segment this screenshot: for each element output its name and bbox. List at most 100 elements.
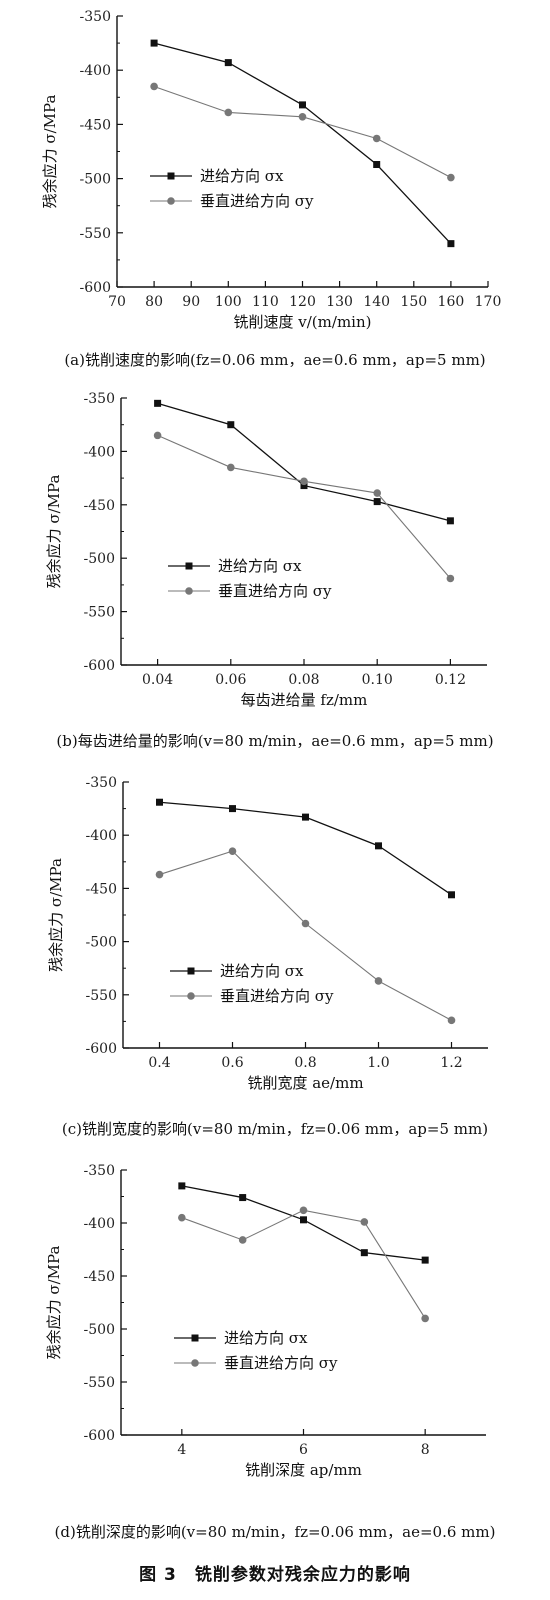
y-tick-label: -600 bbox=[84, 658, 115, 674]
data-point bbox=[372, 134, 381, 143]
y-tick-label: -500 bbox=[84, 1322, 115, 1338]
x-tick-label: 110 bbox=[252, 294, 279, 310]
data-point bbox=[300, 477, 308, 486]
data-point bbox=[373, 161, 381, 169]
legend-label: 进给方向 σx bbox=[224, 1329, 308, 1347]
x-tick-label: 1.2 bbox=[440, 1055, 462, 1071]
y-tick-label: -550 bbox=[84, 1375, 115, 1391]
x-tick-label: 140 bbox=[363, 294, 390, 310]
y-tick-label: -400 bbox=[86, 828, 117, 844]
data-point bbox=[155, 870, 164, 879]
data-point bbox=[299, 101, 306, 109]
x-tick-label: 0.6 bbox=[221, 1055, 243, 1071]
series-line bbox=[153, 42, 452, 245]
caption-a: (a)铣削速度的影响(fz=0.06 mm，ae=0.6 mm，ap=5 mm) bbox=[64, 351, 486, 369]
data-point bbox=[375, 842, 382, 850]
y-tick-label: -350 bbox=[80, 9, 111, 25]
chart-panel-a: -350 -400 -450 -500 -550 -600 70 80 90 100 110 120 1… bbox=[0, 0, 550, 380]
x-tick-label: 170 bbox=[475, 294, 502, 310]
legend-label: 垂直进给方向 σy bbox=[218, 582, 332, 600]
legend-marker bbox=[167, 172, 175, 180]
data-point bbox=[227, 463, 235, 472]
legend-marker bbox=[167, 197, 175, 205]
y-tick-label: -450 bbox=[84, 1269, 115, 1285]
x-tick-label: 100 bbox=[215, 294, 242, 310]
data-point bbox=[447, 240, 455, 248]
data-point bbox=[421, 1314, 429, 1323]
y-tick-label: -350 bbox=[84, 391, 115, 407]
chart-c: -350 -400 -450 -500 -550 -600 0.4 0.6 0.8 1.0 1.2 铣… bbox=[47, 775, 488, 1092]
y-axis-label: 残余应力 σ/MPa bbox=[47, 858, 65, 972]
data-point bbox=[229, 805, 236, 813]
y-axis-label: 残余应力 σ/MPa bbox=[45, 475, 63, 589]
data-point bbox=[448, 891, 455, 899]
series-line bbox=[157, 402, 451, 522]
y-tick-label: -550 bbox=[80, 226, 111, 242]
data-point bbox=[300, 482, 308, 490]
y-tick-label: -550 bbox=[84, 605, 115, 621]
x-tick-label: 80 bbox=[145, 294, 163, 310]
x-tick-label: 120 bbox=[289, 294, 316, 310]
data-point bbox=[302, 813, 309, 821]
legend-marker bbox=[185, 587, 193, 595]
data-point bbox=[446, 574, 455, 583]
legend-marker bbox=[187, 992, 195, 1000]
data-point bbox=[224, 108, 233, 117]
legend-label: 垂直进给方向 σy bbox=[224, 1354, 338, 1372]
data-point bbox=[373, 498, 381, 506]
y-tick-label: -500 bbox=[80, 172, 111, 188]
legend-marker bbox=[187, 967, 195, 975]
y-tick-label: -450 bbox=[86, 881, 117, 897]
x-tick-label: 0.08 bbox=[288, 672, 319, 688]
data-point bbox=[299, 1206, 308, 1215]
chart-d: -350 -400 -450 -500 -550 -600 4 6 8 铣削深度 ap/mm 残余应… bbox=[45, 1163, 486, 1479]
y-axis-label: 残余应力 σ/MPa bbox=[41, 95, 59, 209]
data-point bbox=[150, 82, 158, 91]
legend-marker bbox=[191, 1334, 199, 1342]
legend-marker bbox=[191, 1359, 199, 1367]
y-tick-label: -550 bbox=[86, 988, 117, 1004]
x-axis-label: 铣削深度 ap/mm bbox=[245, 1461, 362, 1479]
legend-marker bbox=[185, 562, 193, 570]
data-point bbox=[156, 798, 163, 806]
x-tick-label: 6 bbox=[299, 1442, 308, 1458]
data-point bbox=[238, 1236, 247, 1244]
x-tick-label: 0.06 bbox=[215, 672, 246, 688]
legend-label: 垂直进给方向 σy bbox=[220, 987, 334, 1005]
figure-title: 图 3 铣削参数对残余应力的影响 bbox=[139, 1565, 411, 1585]
data-point bbox=[154, 399, 162, 407]
x-tick-label: 0.4 bbox=[148, 1055, 170, 1071]
x-tick-label: 90 bbox=[182, 294, 200, 310]
legend-label: 进给方向 σx bbox=[200, 167, 284, 185]
y-tick-label: -600 bbox=[80, 280, 111, 296]
x-axis-label: 铣削宽度 ae/mm bbox=[247, 1074, 363, 1092]
data-point bbox=[150, 39, 158, 47]
x-tick-label: 8 bbox=[421, 1442, 430, 1458]
y-tick-label: -350 bbox=[86, 775, 117, 791]
x-axis-label: 铣削速度 v/(m/min) bbox=[234, 313, 372, 331]
y-tick-label: -500 bbox=[84, 551, 115, 567]
chart-b: -350 -400 -450 -500 -550 -600 0.04 0.06 0.08 0.10… bbox=[45, 391, 487, 709]
series-line bbox=[181, 1209, 426, 1319]
y-tick-label: -350 bbox=[84, 1163, 115, 1179]
y-axis-label: 残余应力 σ/MPa bbox=[45, 1246, 63, 1360]
caption-b: (b)每齿进给量的影响(v=80 m/min，ae=0.6 mm，ap=5 mm… bbox=[56, 732, 494, 750]
y-tick-label: -600 bbox=[86, 1041, 117, 1057]
data-point bbox=[178, 1182, 186, 1190]
series-line bbox=[157, 434, 451, 579]
data-point bbox=[224, 59, 232, 67]
x-tick-label: 0.8 bbox=[294, 1055, 316, 1071]
y-tick-label: -450 bbox=[80, 117, 111, 133]
data-point bbox=[300, 1216, 307, 1224]
legend-label: 进给方向 σx bbox=[218, 557, 302, 575]
x-tick-label: 70 bbox=[108, 294, 126, 310]
y-tick-label: -600 bbox=[84, 1428, 115, 1444]
legend-label: 垂直进给方向 σy bbox=[200, 192, 314, 210]
y-tick-label: -400 bbox=[84, 444, 115, 460]
x-tick-label: 130 bbox=[326, 294, 353, 310]
data-point bbox=[153, 431, 162, 440]
data-point bbox=[360, 1218, 369, 1226]
x-axis-label: 每齿进给量 fz/mm bbox=[241, 691, 368, 709]
y-tick-label: -400 bbox=[80, 63, 111, 79]
